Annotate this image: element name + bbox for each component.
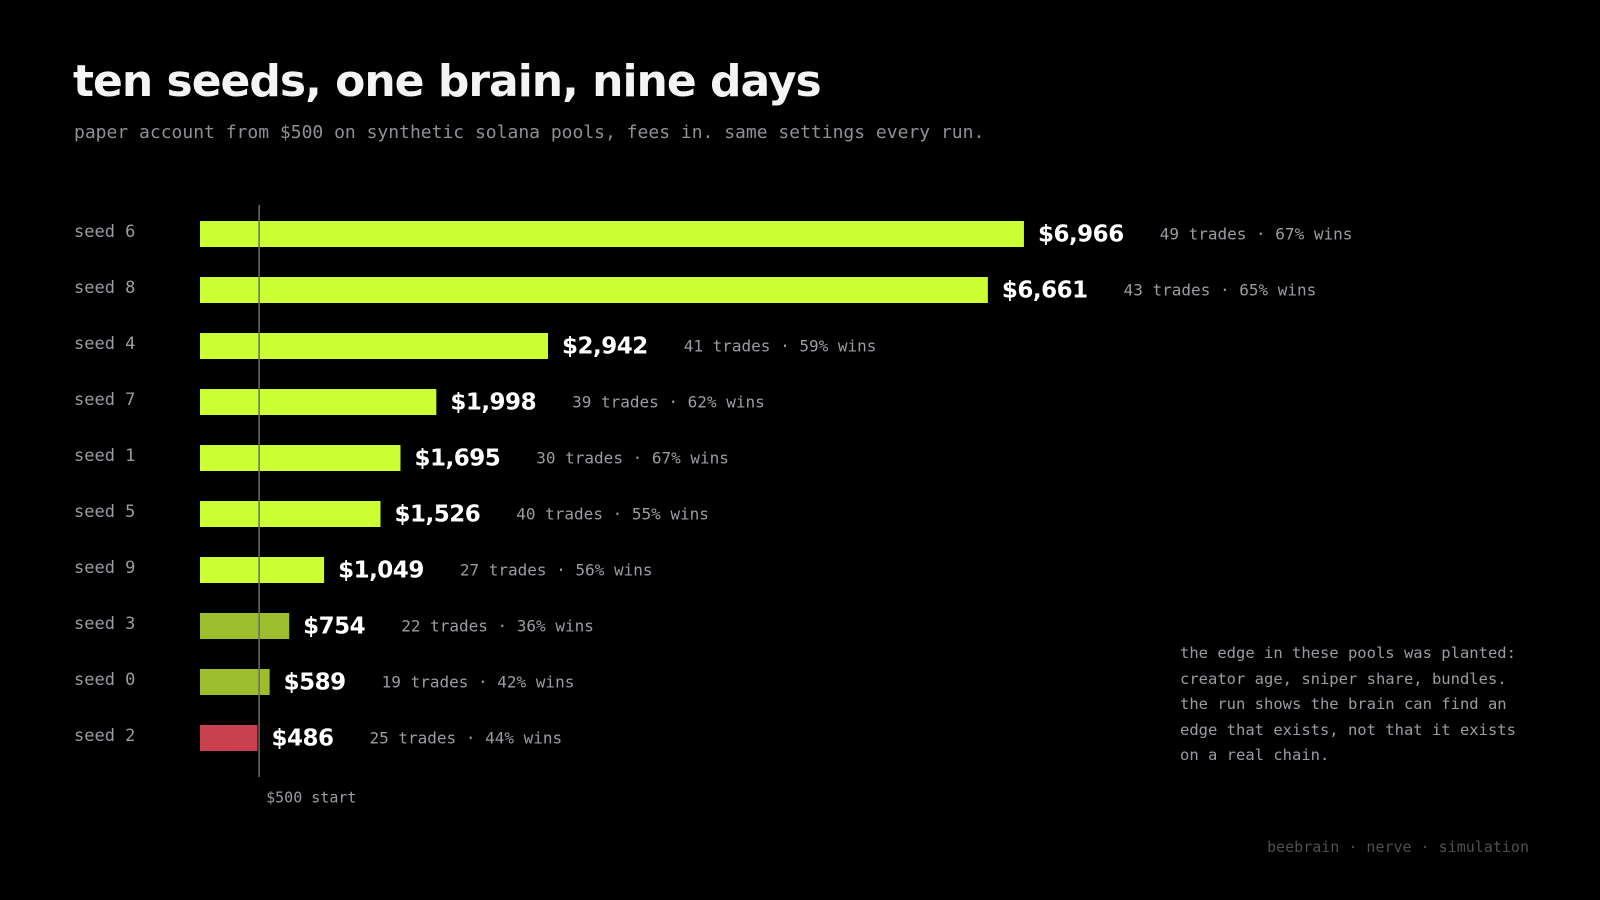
- bar: [200, 669, 270, 695]
- stat-label: 30 trades · 67% wins: [536, 449, 729, 468]
- bar: [200, 333, 548, 359]
- category-label: seed 4: [74, 334, 135, 354]
- data-label: $6,966: [1038, 222, 1124, 248]
- stat-label: 43 trades · 65% wins: [1124, 281, 1317, 300]
- category-label: seed 3: [74, 614, 135, 634]
- bar: [200, 613, 290, 639]
- category-label: seed 2: [74, 726, 135, 746]
- bar: [200, 557, 325, 583]
- bar: [200, 221, 1024, 247]
- category-label: seed 7: [74, 390, 135, 410]
- data-label: $754: [303, 614, 365, 640]
- data-label: $589: [284, 670, 346, 696]
- stat-label: 49 trades · 67% wins: [1160, 225, 1353, 244]
- category-label: seed 0: [74, 670, 135, 690]
- data-label: $1,049: [338, 558, 424, 584]
- stat-label: 40 trades · 55% wins: [516, 505, 709, 524]
- data-label: $1,695: [414, 446, 500, 472]
- bar: [200, 725, 258, 751]
- stat-label: 25 trades · 44% wins: [369, 729, 562, 748]
- data-label: $6,661: [1002, 278, 1088, 304]
- bar: [200, 277, 988, 303]
- stat-label: 19 trades · 42% wins: [382, 673, 575, 692]
- baseline-label: $500 start: [266, 789, 356, 807]
- stat-label: 27 trades · 56% wins: [460, 561, 653, 580]
- bar: [200, 389, 437, 415]
- footnote-text: the edge in these pools was planted: cre…: [1180, 644, 1516, 764]
- bar: [200, 501, 381, 527]
- footer-credit: beebrain · nerve · simulation: [1267, 838, 1529, 856]
- category-label: seed 6: [74, 222, 135, 242]
- stat-label: 39 trades · 62% wins: [572, 393, 765, 412]
- chart-title: ten seeds, one brain, nine days: [73, 56, 822, 107]
- data-label: $2,942: [562, 334, 648, 360]
- data-label: $1,998: [450, 390, 536, 416]
- category-label: seed 5: [74, 502, 135, 522]
- category-label: seed 8: [74, 278, 135, 298]
- stat-label: 41 trades · 59% wins: [684, 337, 877, 356]
- category-label: seed 1: [74, 446, 135, 466]
- stat-label: 22 trades · 36% wins: [401, 617, 594, 636]
- category-label: seed 9: [74, 558, 135, 578]
- data-label: $486: [271, 726, 333, 752]
- chart-subtitle: paper account from $500 on synthetic sol…: [74, 122, 985, 143]
- data-label: $1,526: [394, 502, 480, 528]
- bar: [200, 445, 401, 471]
